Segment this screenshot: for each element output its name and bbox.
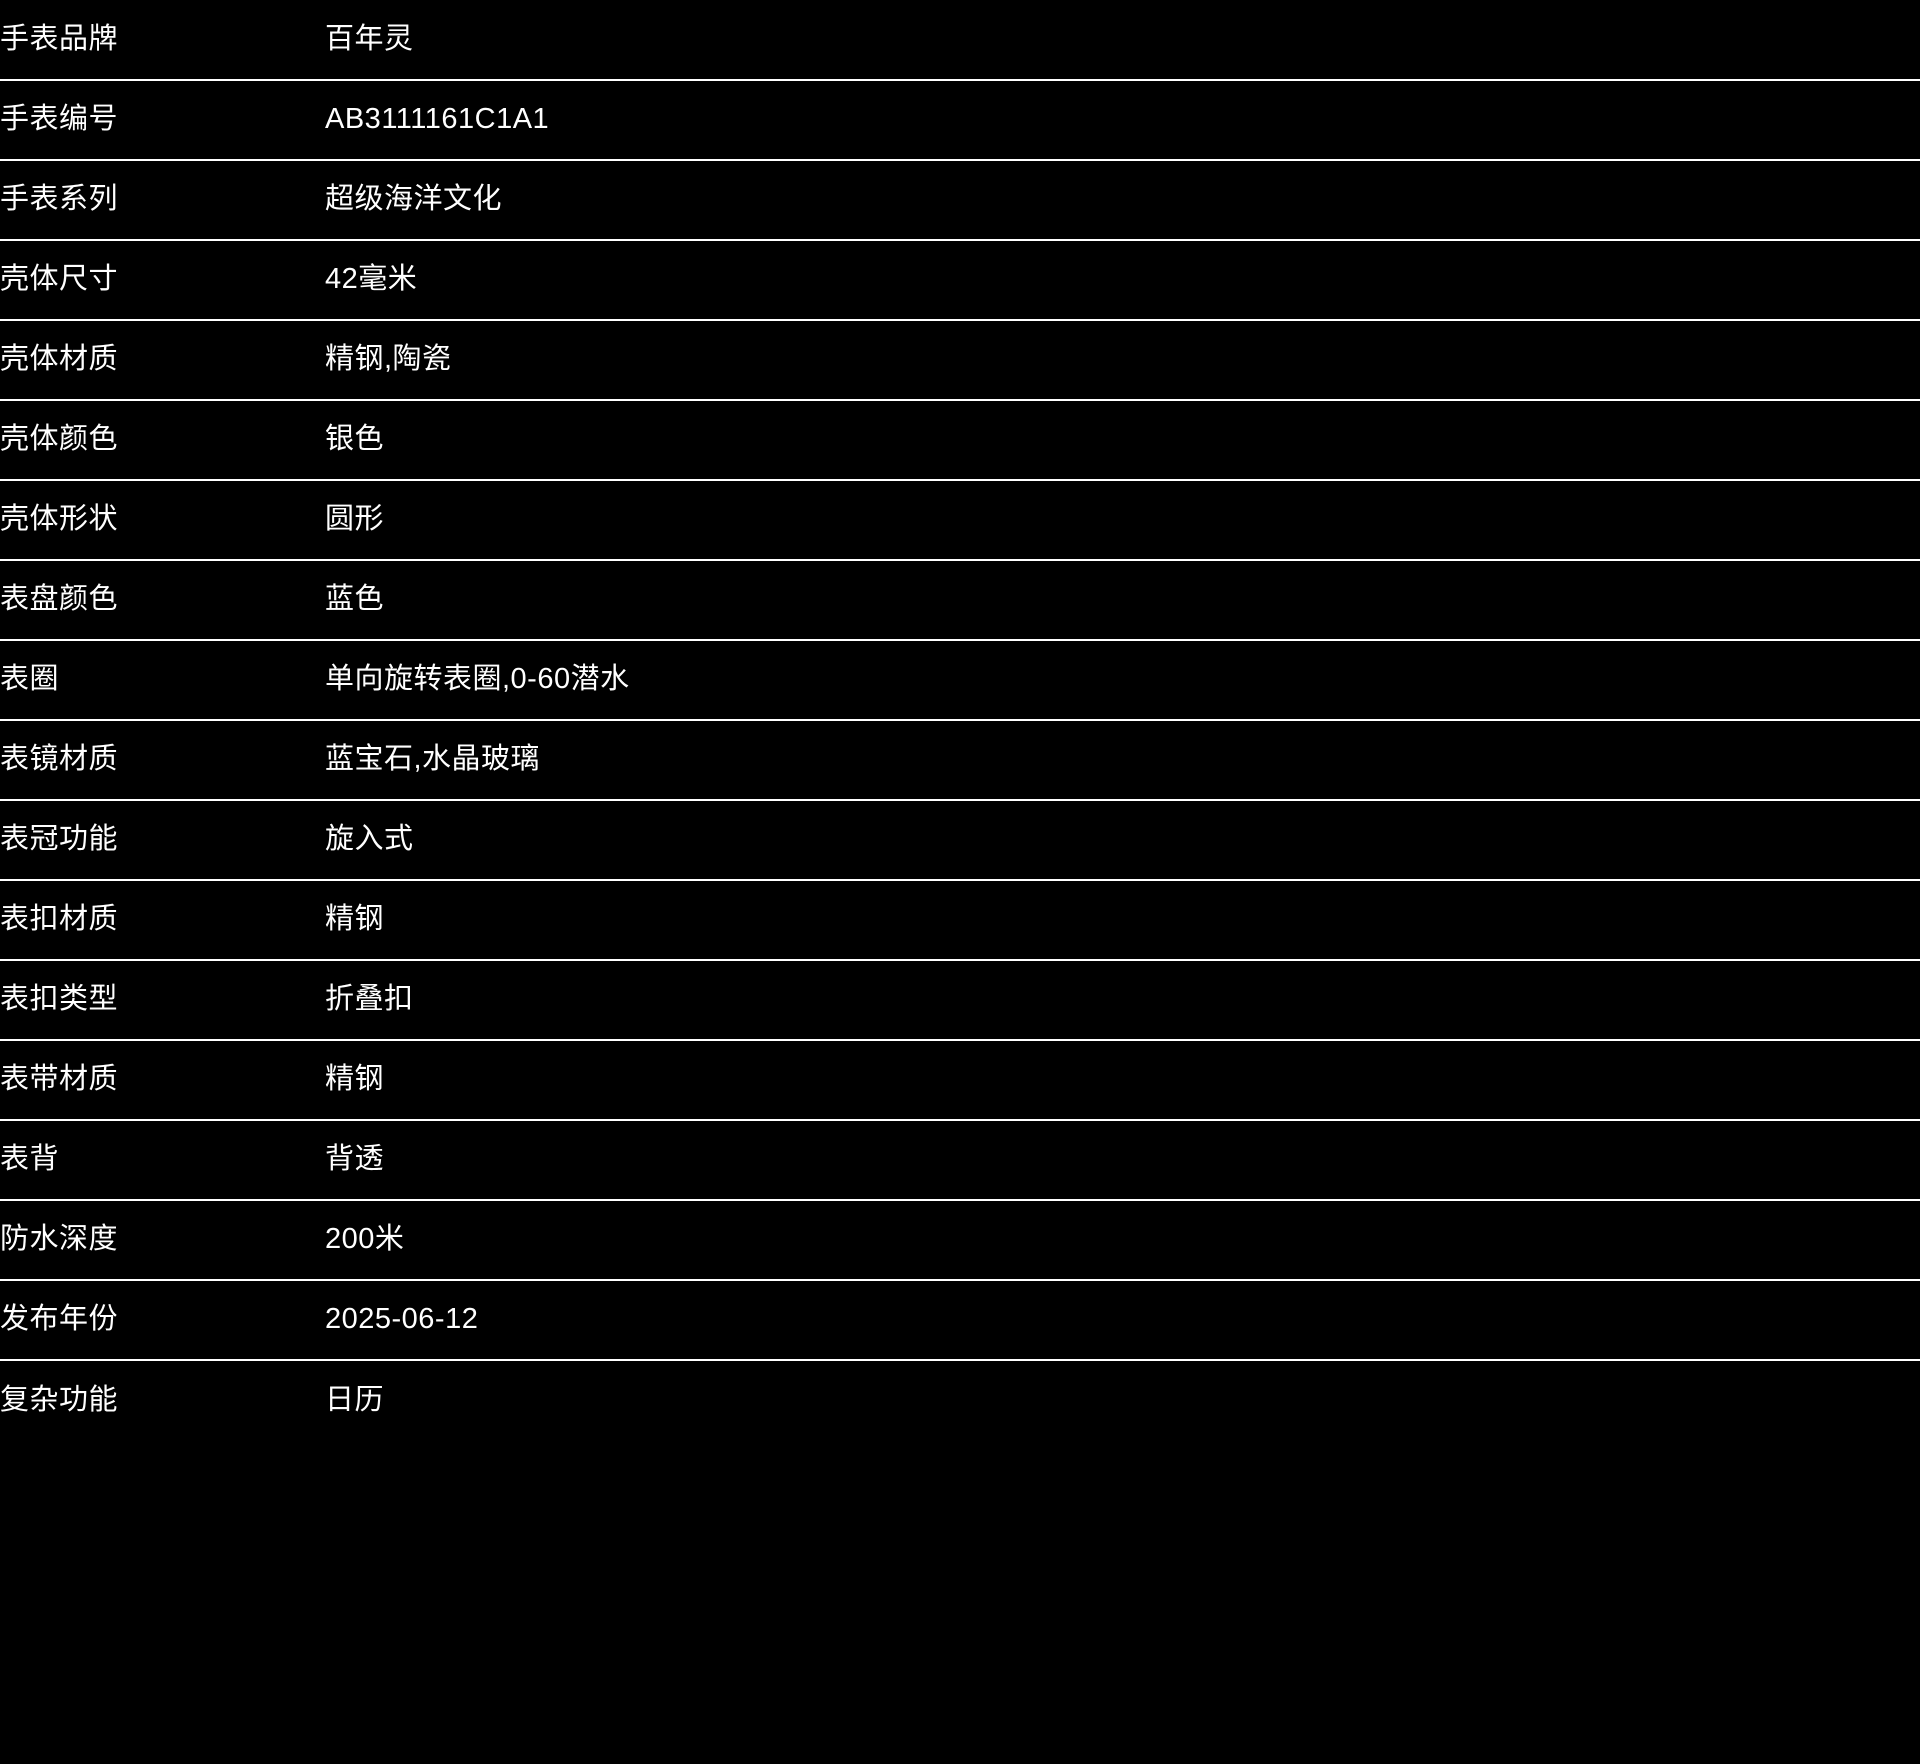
table-row: 壳体材质 精钢,陶瓷: [0, 320, 1920, 400]
table-row: 表带材质 精钢: [0, 1040, 1920, 1120]
spec-label: 表圈: [0, 663, 60, 696]
spec-value: 圆形: [325, 503, 385, 536]
spec-value: 银色: [325, 423, 385, 456]
watch-specification-table: 手表品牌 百年灵手表编号 AB3111161C1A1 手表系列 超级海洋文化壳体尺寸 42…: [0, 0, 1920, 1440]
spec-label: 表背: [0, 1143, 60, 1176]
spec-label: 手表编号: [0, 103, 119, 136]
spec-label: 壳体材质: [0, 343, 119, 376]
spec-label: 壳体颜色: [0, 423, 119, 456]
spec-label: 防水深度: [0, 1223, 119, 1256]
spec-value: 2025-06-12: [325, 1303, 479, 1336]
spec-label: 壳体形状: [0, 503, 119, 536]
spec-value: 42毫米: [325, 263, 418, 296]
spec-value: 蓝色: [325, 583, 385, 616]
spec-label: 表扣类型: [0, 983, 119, 1016]
spec-value: 折叠扣: [325, 983, 414, 1016]
spec-value: 200米: [325, 1223, 405, 1256]
spec-label: 表盘颜色: [0, 583, 119, 616]
spec-value: 精钢: [325, 903, 385, 936]
spec-label: 表扣材质: [0, 903, 119, 936]
table-row: 壳体颜色 银色: [0, 400, 1920, 480]
spec-label: 表镜材质: [0, 743, 119, 776]
spec-label: 表冠功能: [0, 823, 119, 856]
table-row: 壳体形状 圆形: [0, 480, 1920, 560]
spec-value: 精钢: [325, 1063, 385, 1096]
table-row: 壳体尺寸 42毫米: [0, 240, 1920, 320]
table-row: 表盘颜色 蓝色: [0, 560, 1920, 640]
spec-table-body: 手表品牌 百年灵手表编号 AB3111161C1A1 手表系列 超级海洋文化壳体尺寸 42…: [0, 0, 1920, 1440]
table-row: 手表品牌 百年灵: [0, 0, 1920, 80]
spec-label: 手表系列: [0, 183, 119, 216]
spec-value: 旋入式: [325, 823, 414, 856]
spec-label: 手表品牌: [0, 22, 119, 55]
table-row: 发布年份 2025-06-12: [0, 1280, 1920, 1360]
spec-label: 复杂功能: [0, 1383, 119, 1416]
spec-value: 精钢,陶瓷: [325, 343, 452, 376]
table-row: 表镜材质 蓝宝石,水晶玻璃: [0, 720, 1920, 800]
spec-value: 单向旋转表圈,0-60潜水: [325, 663, 630, 696]
table-row: 防水深度 200米: [0, 1200, 1920, 1280]
spec-label: 表带材质: [0, 1063, 119, 1096]
spec-value: AB3111161C1A1: [325, 103, 550, 136]
spec-value: 百年灵: [325, 22, 414, 55]
spec-value: 日历: [325, 1383, 385, 1416]
spec-label: 壳体尺寸: [0, 263, 119, 296]
table-row: 手表系列 超级海洋文化: [0, 160, 1920, 240]
table-row: 表圈 单向旋转表圈,0-60潜水: [0, 640, 1920, 720]
table-row: 表背 背透: [0, 1120, 1920, 1200]
table-row: 表冠功能 旋入式: [0, 800, 1920, 880]
table-row: 表扣材质 精钢: [0, 880, 1920, 960]
spec-value: 超级海洋文化: [325, 183, 503, 216]
spec-value: 背透: [325, 1143, 385, 1176]
table-row: 手表编号 AB3111161C1A1: [0, 80, 1920, 160]
table-row: 复杂功能 日历: [0, 1360, 1920, 1440]
table-row: 表扣类型 折叠扣: [0, 960, 1920, 1040]
spec-value: 蓝宝石,水晶玻璃: [325, 743, 541, 776]
spec-label: 发布年份: [0, 1303, 119, 1336]
